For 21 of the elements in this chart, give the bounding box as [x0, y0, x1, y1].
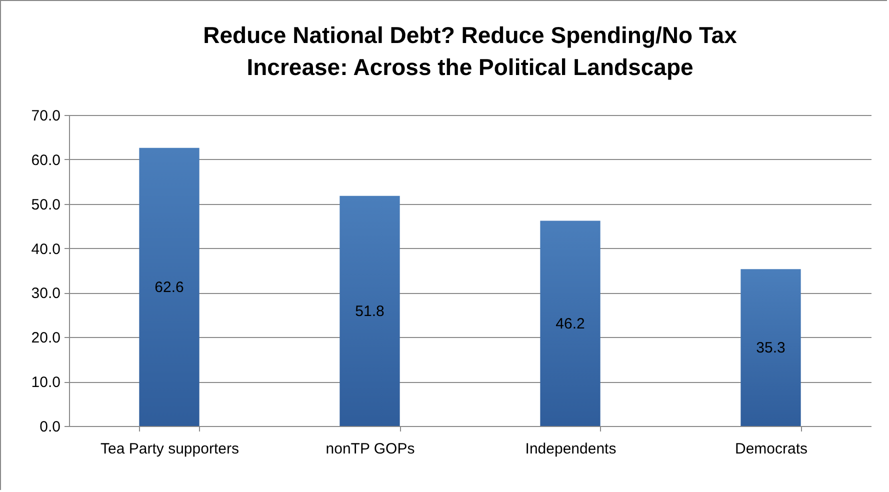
data-label: 51.8	[355, 302, 384, 320]
y-tick-label: 20.0	[31, 330, 60, 347]
y-tick-label: 0.0	[40, 418, 60, 436]
data-label: 35.3	[756, 340, 786, 357]
y-tick-label: 50.0	[31, 196, 60, 214]
y-tick-label: 70.0	[31, 108, 60, 124]
bar	[340, 196, 400, 426]
y-tick-label: 10.0	[31, 374, 60, 392]
bar	[540, 220, 600, 426]
y-tick-label: 30.0	[31, 285, 60, 302]
chart-title: Reduce National Debt? Reduce Spending/No Tax Increase: Across the Political Landscape	[203, 22, 738, 80]
bar	[740, 269, 801, 426]
x-tick-label: nonTP GOPs	[326, 440, 415, 458]
y-tick-label: 60.0	[31, 152, 60, 169]
x-tick-label: Independents	[525, 440, 616, 458]
data-label: 62.6	[154, 278, 184, 296]
y-tick-label: 40.0	[31, 240, 60, 258]
x-tick-label: Tea Party supporters	[100, 440, 239, 458]
data-label: 46.2	[556, 315, 585, 332]
x-tick-label: Democrats	[734, 440, 808, 458]
bar	[139, 148, 200, 426]
